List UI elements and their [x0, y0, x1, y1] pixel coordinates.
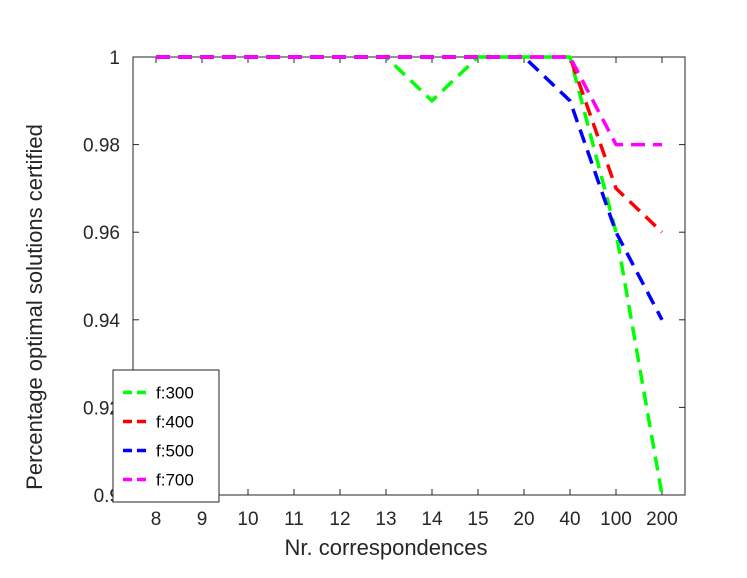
x-tick-label: 8: [151, 509, 162, 530]
x-tick-label: 9: [197, 509, 208, 530]
x-tick-label: 40: [559, 509, 580, 530]
x-tick-label: 10: [237, 509, 258, 530]
legend-label: f:700: [156, 471, 194, 490]
x-tick-label: 11: [284, 509, 304, 530]
y-tick-label: 1: [109, 48, 120, 69]
x-tick-label: 100: [600, 509, 632, 530]
legend: f:300 f:400 f:500 f:700: [112, 369, 220, 503]
series-lines: [156, 55, 664, 496]
series-line-f-400: [156, 55, 664, 234]
x-tick-label: 13: [375, 509, 396, 530]
x-tick-label: 12: [329, 509, 350, 530]
x-tick-label: 200: [646, 509, 678, 530]
x-tick-label: 15: [467, 509, 488, 530]
y-tick-label: 0.96: [83, 223, 120, 244]
legend-label: f:300: [156, 384, 194, 403]
series-line-f-300: [156, 55, 664, 496]
y-tick-label: 0.98: [83, 136, 120, 157]
x-tick-label: 14: [421, 509, 443, 530]
series-line-f-500: [156, 55, 664, 321]
x-tick-label: 20: [513, 509, 534, 530]
series-line-f-700: [156, 55, 662, 147]
legend-label: f:400: [156, 413, 194, 432]
y-tick-label: 0.94: [83, 311, 120, 332]
y-tick-label: 0.92: [83, 398, 120, 419]
y-axis-title: Percentage optimal solutions certified: [22, 124, 47, 490]
x-axis-title: Nr. correspondences: [285, 535, 488, 560]
legend-label: f:500: [156, 442, 194, 461]
